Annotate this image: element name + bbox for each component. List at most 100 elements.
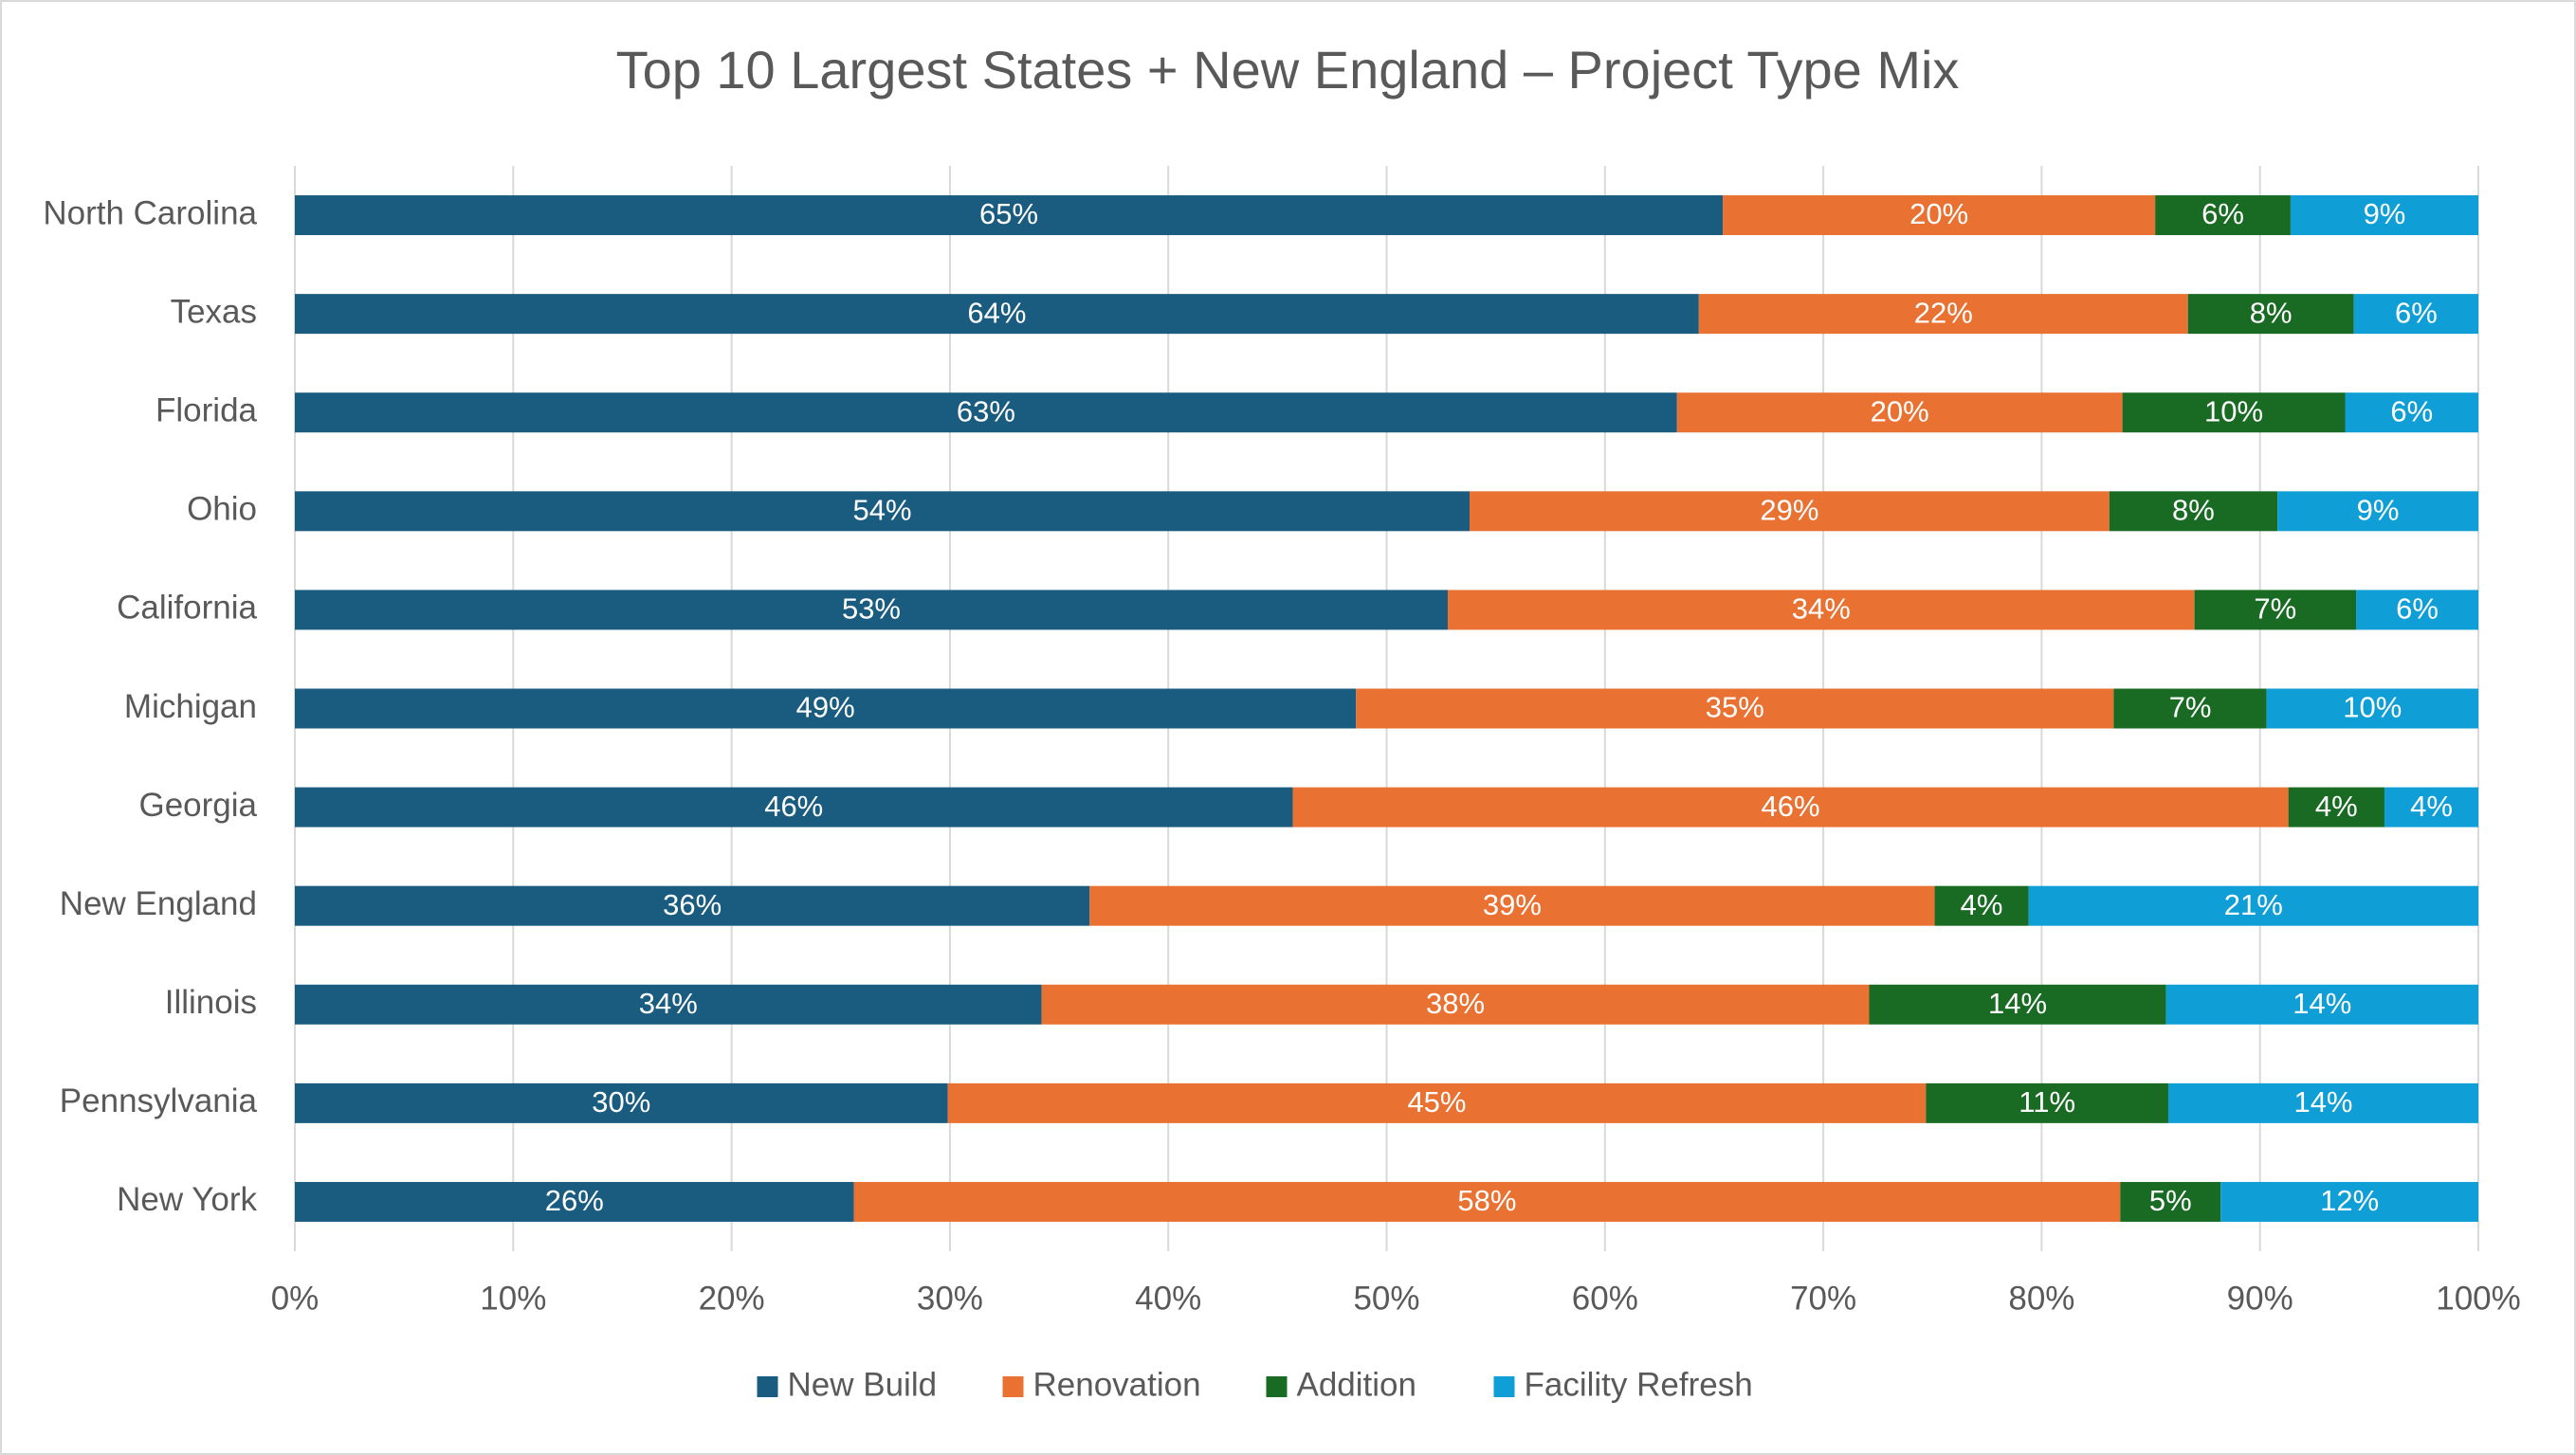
legend-label: Facility Refresh — [1525, 1366, 1753, 1403]
bar-segment — [295, 491, 1471, 532]
bar-segment — [1723, 195, 2156, 236]
bar-segment — [1470, 491, 2110, 532]
value-label: 10% — [2204, 394, 2263, 427]
value-label: 14% — [1988, 987, 2047, 1020]
legend-swatch — [1002, 1376, 1024, 1397]
bar-segment — [2167, 1082, 2478, 1123]
bar-segment — [295, 195, 1724, 236]
x-tick-label: 70% — [1790, 1280, 1856, 1317]
bar-segment — [2384, 787, 2478, 828]
bar-segment — [2356, 590, 2478, 630]
x-tick-label: 80% — [2008, 1280, 2074, 1317]
value-label: 6% — [2201, 197, 2244, 230]
bar-segment — [2120, 1181, 2221, 1222]
chart-title: Top 10 Largest States + New England – Pr… — [616, 40, 1960, 100]
bar-segment — [2187, 294, 2354, 335]
legend-label: Addition — [1297, 1366, 1416, 1403]
value-label: 8% — [2250, 296, 2293, 329]
x-tick-label: 30% — [917, 1280, 983, 1317]
bar-segment — [1926, 1082, 2168, 1123]
x-tick-label: 10% — [480, 1280, 546, 1317]
value-label: 34% — [1792, 592, 1851, 626]
y-tick-label: New York — [117, 1181, 257, 1218]
value-label: 9% — [2364, 197, 2406, 230]
value-label: 45% — [1407, 1085, 1466, 1119]
y-tick-label: North Carolina — [43, 194, 257, 231]
bar-segment — [853, 1181, 2121, 1222]
x-tick-label: 90% — [2227, 1280, 2293, 1317]
bar-segment — [295, 984, 1042, 1025]
bar-segment — [2165, 984, 2478, 1025]
value-label: 46% — [1762, 790, 1820, 823]
x-tick-label: 40% — [1135, 1280, 1201, 1317]
y-tick-label: New England — [60, 885, 257, 922]
value-label: 12% — [2320, 1184, 2379, 1217]
y-tick-label: Texas — [171, 293, 257, 330]
value-label: 11% — [2019, 1085, 2075, 1119]
value-label: 7% — [2254, 592, 2296, 626]
value-label: 9% — [2357, 494, 2400, 527]
value-label: 6% — [2396, 592, 2439, 626]
bar-segment — [947, 1082, 1927, 1123]
bar-segment — [295, 688, 1357, 729]
bar-segment — [295, 1082, 948, 1123]
value-label: 54% — [852, 494, 911, 527]
bar-segment — [2109, 491, 2278, 532]
x-tick-label: 20% — [699, 1280, 765, 1317]
y-tick-label: Illinois — [165, 984, 257, 1021]
value-label: 6% — [2390, 394, 2433, 427]
x-tick-label: 100% — [2436, 1280, 2521, 1317]
bar-segment — [1089, 885, 1935, 926]
bar-segment — [1934, 885, 2029, 926]
bar-segment — [2220, 1181, 2478, 1222]
value-label: 6% — [2395, 296, 2438, 329]
value-label: 36% — [663, 888, 722, 921]
bar-segment — [295, 885, 1090, 926]
bar-segment — [2122, 392, 2346, 433]
x-tick-label: 50% — [1353, 1280, 1419, 1317]
x-tick-label: 60% — [1572, 1280, 1638, 1317]
bar-segment — [2155, 195, 2291, 236]
value-label: 39% — [1483, 888, 1542, 921]
value-label: 20% — [1871, 394, 1929, 427]
bar-segment — [2288, 787, 2384, 828]
value-label: 53% — [842, 592, 901, 626]
value-label: 8% — [2172, 494, 2215, 527]
bar-segment — [295, 392, 1677, 433]
value-label: 65% — [979, 197, 1038, 230]
value-label: 35% — [1706, 691, 1764, 724]
value-label: 21% — [2224, 888, 2283, 921]
y-tick-label: Pennsylvania — [60, 1082, 258, 1119]
bar-segment — [295, 590, 1448, 630]
y-tick-label: Ohio — [187, 491, 257, 528]
bar-segment — [295, 787, 1293, 828]
bar-segment — [2028, 885, 2478, 926]
y-tick-label: Georgia — [138, 787, 257, 824]
y-tick-label: Florida — [155, 391, 258, 428]
bar-segment — [1676, 392, 2123, 433]
legend-label: Renovation — [1033, 1366, 1201, 1403]
bar-segment — [2353, 294, 2478, 335]
bar-segment — [1447, 590, 2195, 630]
value-label: 4% — [2410, 790, 2453, 823]
legend-swatch — [1493, 1376, 1515, 1397]
value-label: 46% — [764, 790, 823, 823]
value-label: 14% — [2293, 1085, 2352, 1119]
y-tick-label: Michigan — [124, 688, 257, 725]
value-label: 49% — [796, 691, 855, 724]
value-label: 58% — [1457, 1184, 1516, 1217]
bar-segment — [2266, 688, 2478, 729]
value-label: 38% — [1426, 987, 1485, 1020]
value-label: 34% — [639, 987, 698, 1020]
value-label: 20% — [1909, 197, 1968, 230]
bar-segment — [2113, 688, 2267, 729]
bar-segment — [2277, 491, 2478, 532]
bar-segment — [295, 1181, 854, 1222]
bar-segment — [295, 294, 1699, 335]
value-label: 10% — [2343, 691, 2402, 724]
value-label: 4% — [2315, 790, 2358, 823]
bar-segment — [1356, 688, 2114, 729]
value-label: 29% — [1760, 494, 1818, 527]
